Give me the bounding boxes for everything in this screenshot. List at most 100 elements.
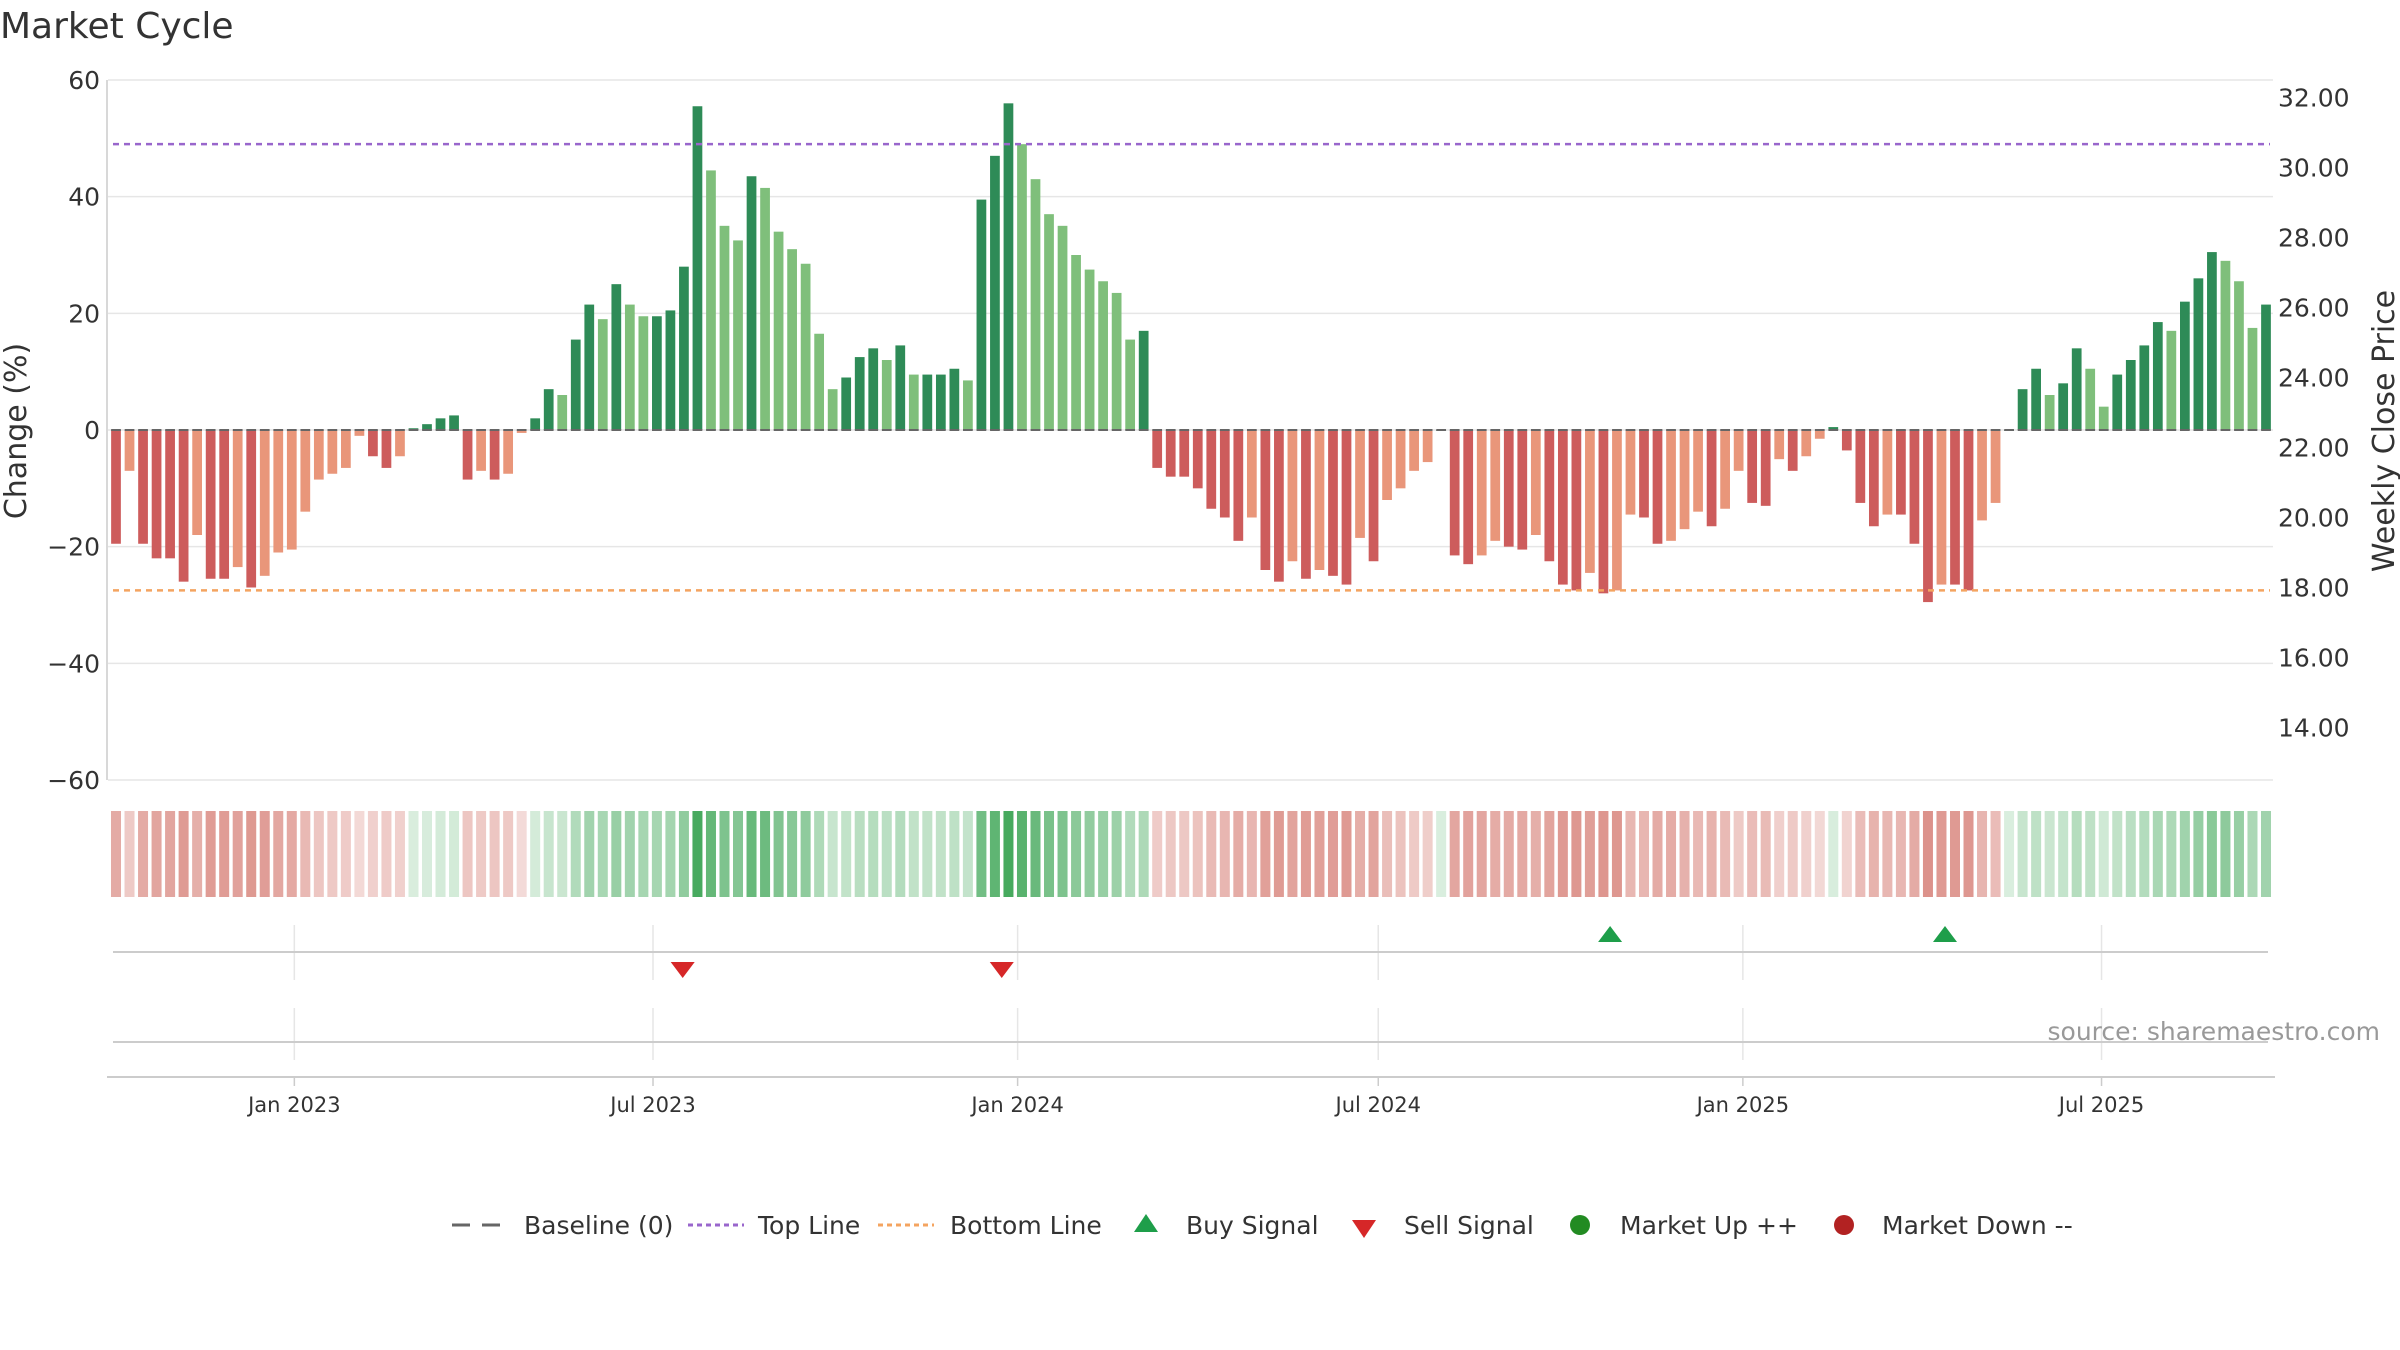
change-bar: [719, 225, 730, 430]
heat-cell: [1314, 811, 1325, 897]
legend-top-line-label: Top Line: [757, 1211, 860, 1240]
change-bar: [814, 333, 825, 430]
heat-cell: [1882, 811, 1893, 897]
change-bar: [1841, 430, 1852, 451]
x-axis-ticks: Jan 2023 Jul 2023 Jan 2024 Jul 2024 Jan 2025…: [246, 1077, 2144, 1117]
change-bar: [854, 357, 865, 430]
heat-cell: [854, 811, 865, 897]
heat-cell: [2152, 811, 2163, 897]
change-bar: [652, 316, 662, 430]
heat-cell: [1598, 811, 1609, 897]
change-bar: [354, 430, 365, 436]
change-bar: [1422, 430, 1433, 463]
change-bar: [976, 199, 987, 430]
heat-cell: [1341, 811, 1352, 897]
heat-cell: [868, 811, 879, 897]
sell-signal-icon: [670, 962, 695, 978]
buy-signal-icon: [1932, 926, 1957, 942]
change-bar: [1274, 430, 1284, 582]
change-bar: [124, 430, 135, 471]
change-bar: [205, 430, 216, 579]
change-bar: [1720, 430, 1730, 509]
heat-cell: [962, 811, 973, 897]
heat-cell: [760, 811, 771, 897]
heat-cell: [286, 811, 297, 897]
heat-cell: [1368, 811, 1379, 897]
heat-cell: [1463, 811, 1474, 897]
heat-cell: [367, 811, 378, 897]
change-bar: [1219, 430, 1230, 518]
heat-cell: [489, 811, 500, 897]
heat-cell: [827, 811, 838, 897]
change-bar: [1030, 179, 1041, 430]
heat-cell: [1666, 811, 1677, 897]
change-bar: [2152, 322, 2163, 430]
heat-cell: [787, 811, 798, 897]
heat-cell: [1503, 811, 1514, 897]
change-bar: [1003, 103, 1014, 430]
change-bar: [1260, 430, 1271, 570]
change-bar: [1787, 430, 1798, 471]
heat-cell: [1611, 811, 1622, 897]
heat-cell: [165, 811, 176, 897]
heat-cell: [1828, 811, 1839, 897]
change-bar: [2044, 395, 2055, 430]
left-axis-ticks: 60 40 20 0 −20 −40 −60: [47, 66, 100, 795]
change-bar: [1882, 430, 1893, 515]
heat-cell: [895, 811, 906, 897]
change-bar: [1990, 430, 2001, 503]
change-bar: [1314, 430, 1325, 570]
legend-sell-signal-icon: [1352, 1220, 1376, 1238]
change-bar: [963, 380, 973, 430]
change-bar: [1963, 430, 1974, 591]
x-tick-label: Jan 2024: [969, 1093, 1064, 1117]
heat-cell: [678, 811, 689, 897]
heat-cell: [638, 811, 649, 897]
change-bar: [530, 418, 541, 430]
buy-signal-icon: [1598, 926, 1623, 942]
y2-tick-label: 14.00: [2278, 714, 2350, 743]
heat-cell: [530, 811, 541, 897]
y2-tick-label: 26.00: [2278, 294, 2350, 323]
change-bar: [800, 263, 811, 430]
change-bar: [1328, 430, 1338, 576]
change-bar: [273, 430, 284, 553]
y2-tick-label: 20.00: [2278, 504, 2350, 533]
change-bar: [2085, 368, 2096, 430]
heat-cell: [2206, 811, 2217, 897]
heat-cell: [1841, 811, 1852, 897]
change-bar: [1571, 430, 1582, 591]
change-bar: [1125, 339, 1136, 430]
heat-cell: [1476, 811, 1487, 897]
change-bar: [1693, 430, 1703, 512]
heat-cell: [1409, 811, 1420, 897]
change-bar: [1557, 430, 1568, 585]
heat-cell: [2247, 811, 2258, 897]
x-tick-label: Jul 2023: [608, 1093, 695, 1117]
change-bar: [1733, 430, 1744, 471]
heat-cell: [1801, 811, 1812, 897]
change-bar: [624, 304, 635, 430]
heat-cell: [313, 811, 324, 897]
heat-cell: [394, 811, 405, 897]
signal-panel-grid: [293, 925, 2103, 1060]
heat-cell: [110, 811, 122, 897]
heat-cell: [462, 811, 473, 897]
change-bar: [1152, 430, 1163, 468]
change-bar: [1368, 430, 1379, 562]
heat-cell: [1287, 811, 1298, 897]
heat-cell: [2125, 811, 2136, 897]
heat-cell: [2004, 811, 2015, 897]
change-bar: [1017, 144, 1027, 430]
change-bar: [2139, 345, 2150, 430]
change-bar: [1517, 430, 1528, 550]
x-tick-label: Jul 2024: [1334, 1093, 1421, 1117]
heat-cell: [1422, 811, 1433, 897]
heat-cell: [1922, 811, 1933, 897]
change-bar: [1057, 225, 1068, 430]
change-bar: [1747, 430, 1758, 503]
y2-tick-label: 16.00: [2278, 644, 2350, 673]
legend-buy-signal-icon: [1134, 1214, 1158, 1232]
change-bar: [746, 176, 757, 430]
change-bar: [1706, 430, 1717, 527]
